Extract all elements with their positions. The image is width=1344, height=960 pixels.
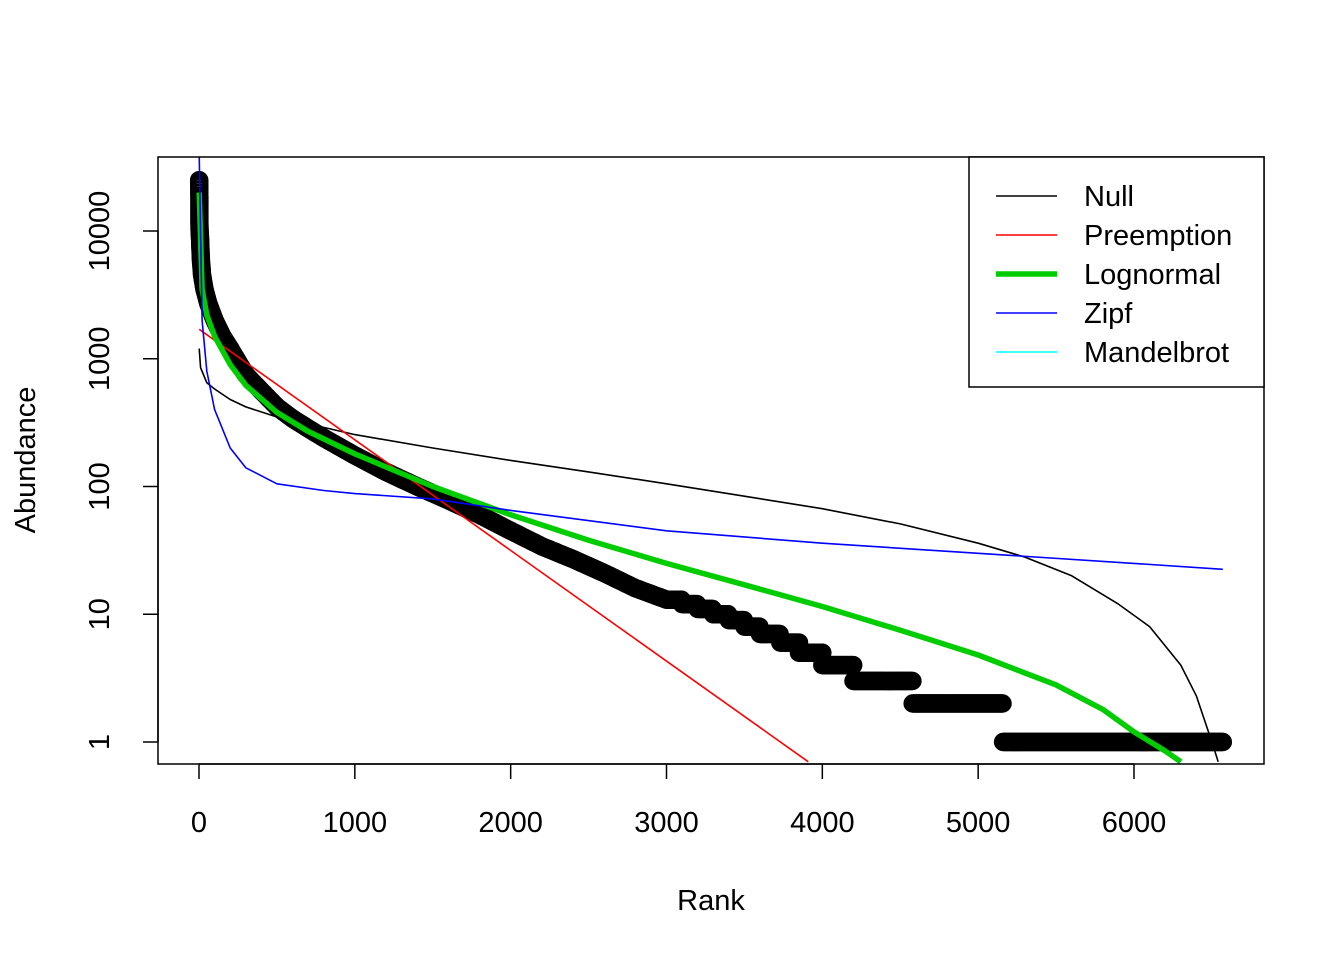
series-line-null (198, 348, 1219, 763)
fitted-curves (196, 157, 1223, 764)
x-tick-label: 1000 (323, 807, 388, 839)
x-tick-label: 3000 (634, 807, 699, 839)
legend-label-mandelbrot: Mandelbrot (1084, 337, 1229, 369)
legend-label-lognormal: Lognormal (1084, 259, 1221, 291)
y-axis: 1 10 100 1000 10000 (84, 191, 159, 750)
data-point (993, 694, 1012, 713)
x-tick-label: 6000 (1102, 807, 1167, 839)
y-tick-label: 10000 (84, 191, 116, 272)
data-point (1213, 732, 1233, 752)
series-line-preemption (198, 328, 809, 763)
x-tick-label: 0 (191, 807, 207, 839)
legend-label-zipf: Zipf (1084, 298, 1133, 330)
x-axis: 0 1000 2000 3000 4000 5000 6000 (191, 763, 1167, 839)
y-tick-label: 10 (84, 598, 116, 630)
y-axis-label: Abundance (10, 387, 42, 534)
legend: Null Preemption Lognormal Zipf Mandelbrot (968, 156, 1265, 388)
y-tick-label: 1 (84, 734, 116, 750)
x-tick-label: 4000 (790, 807, 855, 839)
x-tick-label: 5000 (946, 807, 1011, 839)
data-points (189, 170, 1233, 752)
y-tick-label: 1000 (84, 327, 116, 392)
series-line-zipf (198, 157, 1223, 571)
series-line-lognormal (196, 192, 1183, 764)
legend-label-null: Null (1084, 181, 1134, 213)
x-axis-label: Rank (677, 885, 745, 917)
legend-label-preemption: Preemption (1084, 220, 1232, 252)
data-point (903, 671, 922, 691)
x-tick-label: 2000 (478, 807, 543, 839)
y-tick-label: 100 (84, 462, 116, 510)
